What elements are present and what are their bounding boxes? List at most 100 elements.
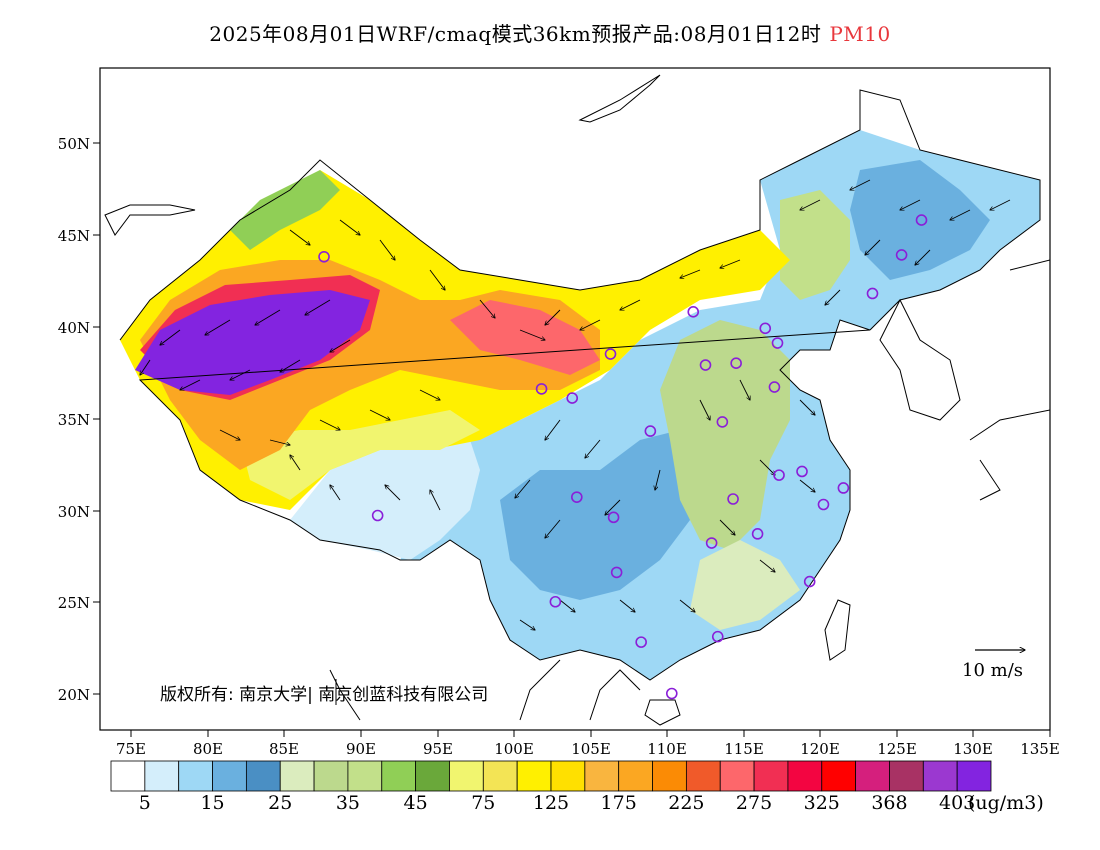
colorbar-swatch (144, 760, 180, 792)
station-marker (796, 465, 808, 478)
station-marker (759, 322, 772, 335)
colorbar-swatch (618, 760, 653, 792)
colorbar-swatch (110, 760, 146, 792)
colorbar-swatch (212, 760, 247, 792)
colorbar-label: 403 (939, 792, 976, 814)
lat-label: 35N (58, 411, 90, 429)
region-green-south (690, 540, 800, 630)
caspian-outline (104, 204, 196, 236)
station-marker (549, 595, 562, 608)
lat-label: 45N (58, 227, 90, 245)
colorbar-swatch (516, 760, 552, 792)
colorbar-swatch (313, 760, 349, 792)
station-marker (604, 348, 617, 360)
colorbar-label: 225 (668, 792, 705, 814)
colorbar-swatch (821, 760, 857, 792)
lon-label: 105E (571, 740, 611, 758)
colorbar-swatch (347, 760, 383, 792)
station-marker (730, 357, 742, 370)
wind-vectors (140, 179, 1011, 630)
japan-outline (969, 259, 1050, 501)
colorbar-swatch (889, 760, 924, 792)
colorbar-label: 5 (138, 792, 151, 814)
chart-title: 2025年08月01日WRF/cmaq模式36km预报产品:08月01日12时 P… (0, 18, 1100, 47)
colorbar-swatch (245, 760, 281, 792)
station-markers (318, 214, 928, 700)
colorbar-label: 45 (403, 792, 428, 814)
lon-label: 120E (800, 740, 840, 758)
colorbar-swatch (550, 760, 586, 792)
station-marker (566, 392, 579, 404)
colorbar-swatch (922, 760, 958, 792)
colorbar-swatch (449, 760, 484, 792)
colorbar-swatch (855, 760, 890, 792)
colorbar-label: 175 (600, 792, 637, 814)
station-marker (895, 249, 908, 261)
hainan-outline (644, 699, 681, 726)
lat-labels: 50N 45N 40N 35N 30N 25N 20N (58, 135, 90, 704)
lat-label: 30N (58, 503, 90, 521)
station-marker (635, 636, 647, 648)
colorbar-swatch (719, 760, 755, 792)
colorbar-swatch (753, 760, 789, 792)
region-tibet-south (290, 440, 480, 560)
station-marker (644, 425, 657, 437)
colorbar-label: 15 (200, 792, 225, 814)
colorbar-swatch (584, 760, 620, 792)
lon-label: 110E (647, 740, 687, 758)
station-marker (665, 687, 678, 700)
korea-outline (879, 298, 961, 421)
lon-ticks (130, 730, 1051, 737)
station-marker (773, 469, 785, 481)
title-main: 2025年08月01日WRF/cmaq模式36km预报产品:08月01日12时 (209, 22, 822, 46)
region-blue-dark (500, 430, 700, 600)
colorbar-swatch (787, 760, 823, 792)
station-marker (727, 493, 739, 505)
lat-label: 20N (58, 686, 90, 704)
station-marker (699, 359, 712, 371)
colorbar-label: 75 (471, 792, 496, 814)
lon-label: 100E (494, 740, 534, 758)
copyright-text: 版权所有: 南京大学| 南京创蓝科技有限公司 (160, 685, 489, 705)
taiwan-outline (824, 599, 851, 661)
colorbar-swatch (381, 760, 417, 792)
station-marker (803, 575, 816, 588)
colorbar-label: 368 (871, 792, 908, 814)
lon-label: 130E (953, 740, 993, 758)
colorbar-label: 25 (268, 792, 293, 814)
lon-label: 75E (116, 740, 146, 758)
station-marker (915, 214, 928, 226)
lon-label: 125E (877, 740, 917, 758)
region-hotspot (135, 290, 370, 395)
lon-label: 95E (423, 740, 453, 758)
indochina-outline (329, 659, 641, 721)
lat-ticks (93, 142, 100, 695)
map-field (120, 130, 1040, 680)
colorbar-swatch (956, 760, 992, 792)
title-pollutant: PM10 (829, 22, 891, 46)
station-marker (318, 250, 330, 263)
station-marker (817, 498, 830, 511)
lon-label: 90E (346, 740, 376, 758)
map-frame (99, 67, 1051, 731)
station-marker (711, 630, 724, 643)
station-marker (768, 381, 781, 393)
baikal-outline (578, 74, 661, 123)
station-marker (371, 509, 384, 522)
colorbar-unit: (ug/m3) (968, 792, 1044, 814)
region-green-edge-nw (230, 170, 340, 250)
colorbar-swatch (652, 760, 687, 792)
lon-label: 85E (269, 740, 299, 758)
region-yellow-light (240, 410, 480, 500)
station-marker (771, 337, 784, 349)
colorbar (110, 760, 992, 792)
region-green-ne (780, 190, 850, 300)
lon-label: 115E (724, 740, 764, 758)
region-green-north (660, 320, 790, 550)
china-border (119, 89, 1041, 681)
station-marker (866, 287, 879, 300)
region-blue-ne (850, 160, 990, 280)
colorbar-swatch (178, 760, 213, 792)
colorbar-swatch (415, 760, 450, 792)
